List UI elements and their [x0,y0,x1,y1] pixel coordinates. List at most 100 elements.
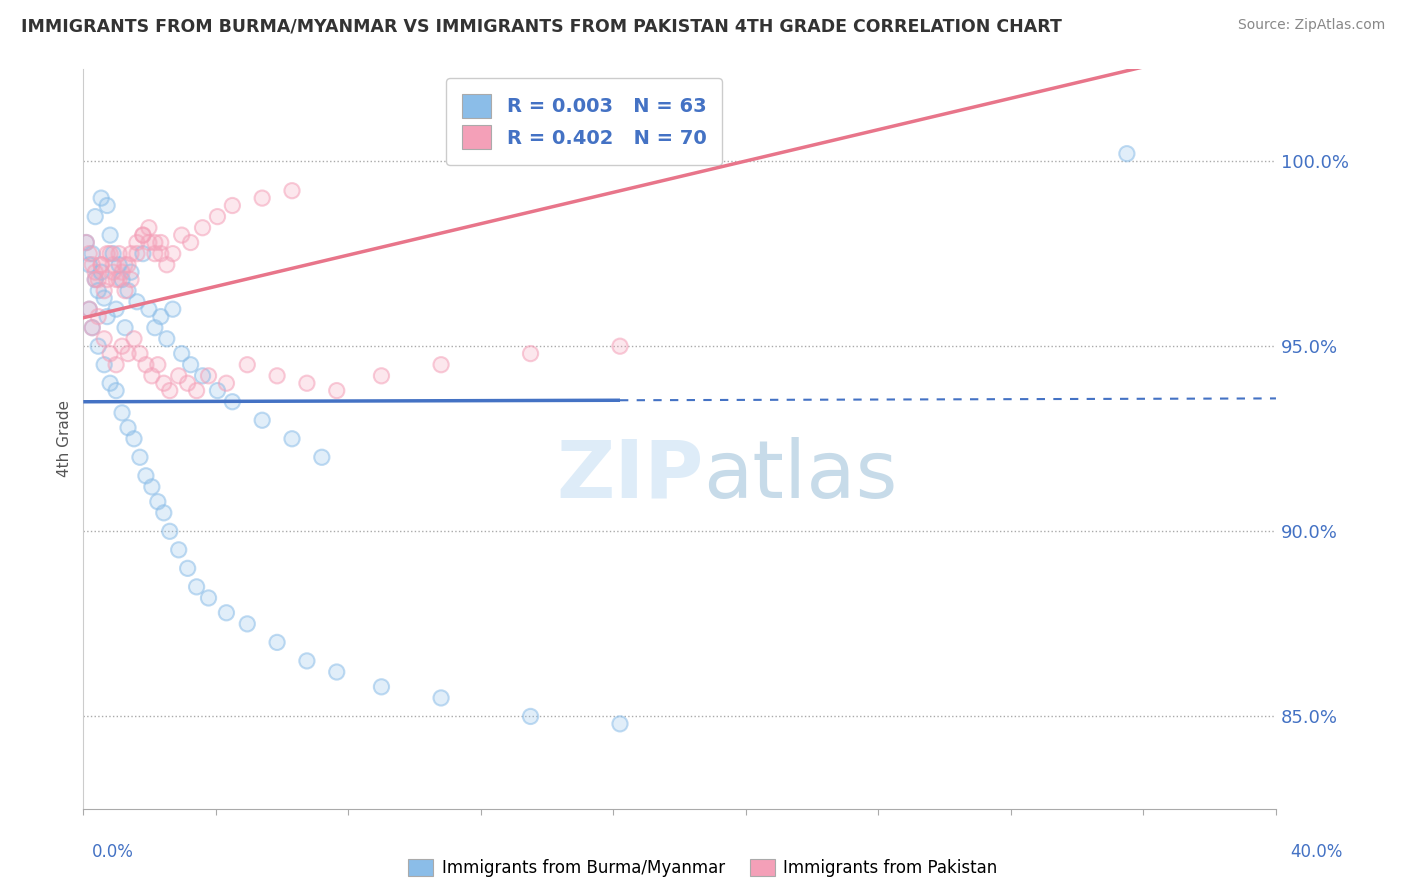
Point [84,265,107,279]
Point [215,606,238,620]
Point [90,258,112,272]
Point [176,561,198,575]
Point [250,413,273,427]
Point [143,246,166,260]
Point [325,665,347,679]
Point [430,358,453,372]
Point [149,246,172,260]
Point [215,606,238,620]
Text: Source: ZipAtlas.com: Source: ZipAtlas.com [1237,18,1385,32]
Point [143,246,166,260]
Point [96,198,118,212]
Point [149,246,172,260]
Point [146,358,169,372]
Point [111,339,134,353]
Point [77,258,100,272]
Point [132,246,155,260]
Point [108,272,131,286]
Point [117,284,139,298]
Point [111,265,134,279]
Point [101,246,124,260]
Point [120,246,142,260]
Point [129,450,152,465]
Point [135,468,157,483]
Point [197,591,219,605]
Legend: R = 0.003   N = 63, R = 0.402   N = 70: R = 0.003 N = 63, R = 0.402 N = 70 [447,78,723,165]
Point [84,210,107,224]
Point [105,384,128,398]
Point [117,258,139,272]
Point [111,272,134,286]
Point [125,246,148,260]
Point [197,368,219,383]
Point [370,680,392,694]
Point [98,376,121,391]
Point [82,320,104,334]
Point [1115,146,1137,161]
Point [114,284,136,298]
Point [98,246,121,260]
Point [90,258,112,272]
Point [138,235,160,250]
Point [132,228,155,243]
Point [191,368,214,383]
Point [191,220,214,235]
Point [236,616,259,631]
Point [87,272,110,286]
Point [143,235,166,250]
Point [143,320,166,334]
Point [430,690,453,705]
Point [111,339,134,353]
Point [146,494,169,508]
Point [117,420,139,434]
Point [93,291,115,305]
Point [101,246,124,260]
Point [156,332,179,346]
Point [152,506,174,520]
Point [96,272,118,286]
Point [93,358,115,372]
Point [82,258,104,272]
Point [295,376,318,391]
Point [101,265,124,279]
Point [167,368,190,383]
Point [96,272,118,286]
Point [141,480,163,494]
Point [93,284,115,298]
Point [149,235,172,250]
Point [84,272,107,286]
Point [149,235,172,250]
Point [132,228,155,243]
Point [84,272,107,286]
Point [120,265,142,279]
Point [149,310,172,324]
Point [90,191,112,205]
Point [152,376,174,391]
Point [105,358,128,372]
Point [152,376,174,391]
Point [98,228,121,243]
Point [197,368,219,383]
Point [108,246,131,260]
Point [281,432,304,446]
Point [108,272,131,286]
Point [1115,146,1137,161]
Point [82,246,104,260]
Point [77,246,100,260]
Point [129,450,152,465]
Point [186,580,208,594]
Point [170,346,193,360]
Point [98,246,121,260]
Point [281,432,304,446]
Point [295,376,318,391]
Point [143,235,166,250]
Point [82,320,104,334]
Point [167,542,190,557]
Point [180,358,202,372]
Point [114,284,136,298]
Text: 40.0%: 40.0% [1291,843,1343,861]
Point [162,302,184,317]
Point [609,716,631,731]
Point [180,235,202,250]
Point [266,368,288,383]
